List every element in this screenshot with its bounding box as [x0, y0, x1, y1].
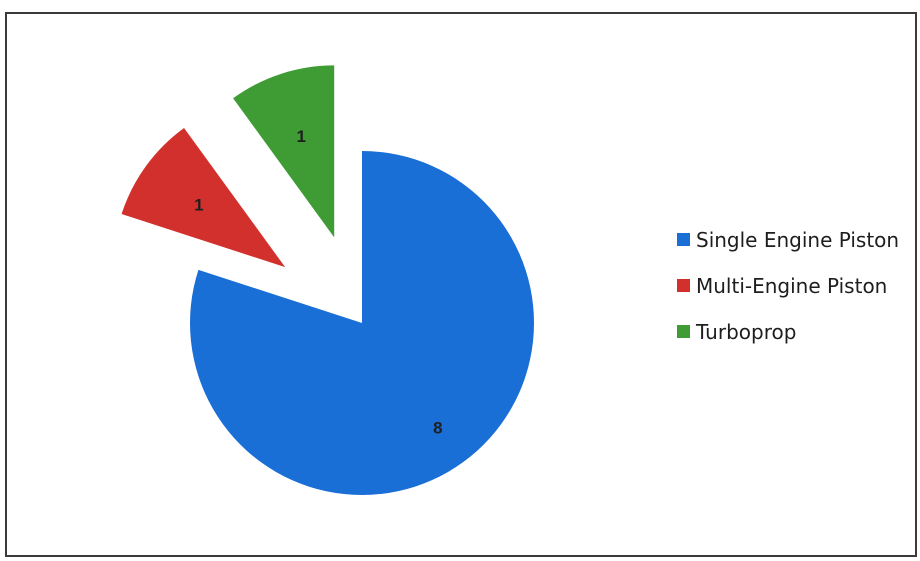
pie-slice-multi-engine-piston	[121, 128, 286, 268]
legend-swatch	[677, 233, 690, 246]
pie-slice-single-engine-piston	[190, 151, 534, 495]
legend-item-multi-engine-piston: Multi-Engine Piston	[677, 273, 899, 298]
data-label: 1	[297, 127, 306, 146]
chart-legend: Single Engine Piston Multi-Engine Piston…	[677, 228, 899, 366]
pie-slice-turboprop	[233, 65, 335, 238]
legend-item-single-engine-piston: Single Engine Piston	[677, 227, 900, 252]
legend-swatch	[677, 325, 690, 338]
legend-label: Turboprop	[696, 319, 797, 344]
legend-item-turboprop: Turboprop	[677, 319, 899, 344]
legend-label: Multi-Engine Piston	[696, 273, 888, 298]
data-label: 1	[194, 195, 203, 214]
data-label: 8	[433, 418, 442, 437]
legend-label: Single Engine Piston	[696, 227, 900, 252]
legend-swatch	[677, 279, 690, 292]
